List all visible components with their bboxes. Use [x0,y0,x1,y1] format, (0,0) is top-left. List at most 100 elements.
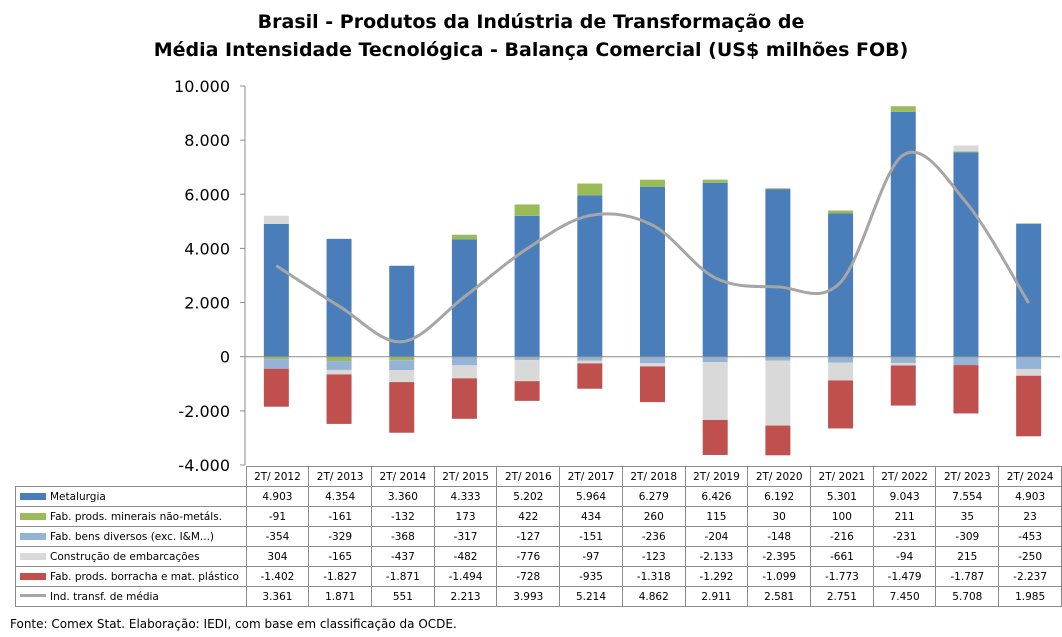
data-label: 211 [872,506,937,527]
data-label: 422 [496,506,561,527]
bar-segment [828,213,854,357]
data-label: 115 [684,506,749,527]
bar-segment [953,365,979,414]
category-label: 2T/ 2023 [935,466,1000,487]
y-tick-label: 6.000 [184,185,230,204]
bar-segment [514,215,540,357]
bar-segment [765,356,791,361]
chart-data-table: 2T/ 2012 2T/ 2013 2T/ 2014 2T/ 2015 2T/ 2016… [15,466,1062,607]
bar-segment [828,380,854,429]
bar-segment [263,223,289,357]
table-row: Ind. transf. de média 3.361 1.871 551 2.213 3… [15,586,1062,607]
data-label: 434 [559,506,623,527]
legend-swatch [20,572,46,580]
data-label: -250 [998,546,1062,567]
data-label: 9.043 [872,486,937,507]
data-label: 7.554 [935,486,1000,507]
data-label: -354 [245,526,310,547]
legend-label: Ind. transf. de média [50,590,159,603]
data-label: -127 [496,526,561,547]
data-label: 4.903 [998,486,1062,507]
bar-segment [828,356,854,363]
bar-segment [514,356,540,361]
y-tick-label: 0 [220,348,230,367]
category-label: 2T/ 2014 [371,466,435,487]
bar-segment [577,360,603,364]
bar-segment [263,359,289,369]
data-label: -1.787 [935,566,1000,587]
bar-segment [640,186,665,357]
bar-segment [702,362,728,420]
data-label: -91 [245,506,310,527]
bar-segment [828,210,854,214]
bar-segment [1016,356,1042,369]
data-label: 3.361 [245,586,310,607]
data-label: 260 [621,506,686,527]
data-label: -204 [684,526,749,547]
data-label: 304 [245,546,310,567]
data-label: -453 [998,526,1062,547]
legend-label: Fab. prods. borracha e mat. plástico [50,570,239,583]
legend-entry: Metalurgia [15,486,247,507]
category-label: 2T/ 2017 [559,466,623,487]
data-label: 2.911 [684,586,749,607]
data-label: -231 [872,526,937,547]
table-row: Fab. prods. minerais não-metáls. -91 -161-… [15,506,1062,527]
legend-swatch [20,532,46,540]
bar-segment [263,356,289,360]
category-label: 2T/ 2021 [810,466,874,487]
table-row: Metalurgia 4.903 4.354 3.360 4.333 5.202 5.964… [15,486,1062,507]
category-label: 2T/ 2019 [684,466,749,487]
bar-segment [1016,368,1042,376]
table-header-row: 2T/ 2012 2T/ 2013 2T/ 2014 2T/ 2015 2T/ 2016… [15,466,1062,487]
bar-segment [953,145,979,152]
legend-entry: Fab. prods. minerais não-metáls. [15,506,247,527]
data-label: 6.279 [621,486,686,507]
bar-segment [326,238,352,357]
data-label: 4.903 [245,486,310,507]
legend-label: Construção de embarcações [50,550,200,563]
legend-label: Metalurgia [50,490,106,503]
data-label: -1.318 [621,566,686,587]
bar-segment [702,419,728,455]
bar-segment [451,356,477,366]
data-label: -2.395 [747,546,812,567]
bar-segment [389,360,415,371]
bar-segment [765,188,791,190]
bar-segment [640,366,665,403]
data-label: -437 [371,546,435,567]
data-label: -1.871 [371,566,435,587]
data-label: 4.333 [433,486,498,507]
data-label: 4.862 [621,586,686,607]
data-label: -661 [810,546,874,567]
data-label: 2.213 [433,586,498,607]
bar-segment [577,183,603,196]
legend-swatch [20,492,46,500]
bar-segment [890,106,916,112]
bar-segment [640,179,665,187]
category-label: 2T/ 2024 [998,466,1062,487]
bar-segment [577,195,603,357]
data-label: -151 [559,526,623,547]
data-label: 215 [935,546,1000,567]
series-line-ind-transf-media [275,150,1030,344]
bar-segment [890,365,916,406]
bar-segment [1016,375,1042,437]
bar-segment [765,360,791,426]
legend-label: Fab. bens diversos (exc. I&M...) [50,530,215,543]
data-label: -97 [559,546,623,567]
category-label: 2T/ 2013 [308,466,372,487]
data-label: 30 [747,506,812,527]
bar-segment [890,356,916,363]
data-label: 2.581 [747,586,812,607]
data-label: -1.827 [308,566,372,587]
bar-segment [326,374,352,424]
bar-segment [702,182,728,357]
data-label: -123 [621,546,686,567]
legend-swatch [20,552,46,560]
data-label: 4.354 [308,486,372,507]
data-label: -309 [935,526,1000,547]
data-label: -236 [621,526,686,547]
data-label: 5.964 [559,486,623,507]
